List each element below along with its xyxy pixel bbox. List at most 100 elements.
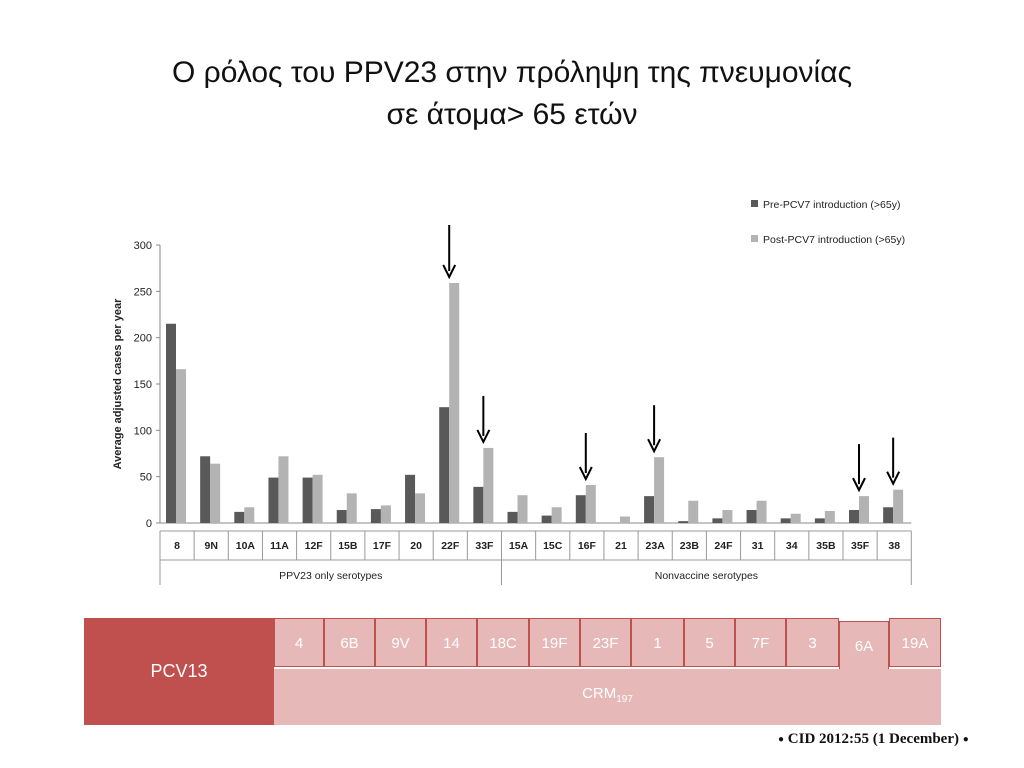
citation: ● CID 2012:55 (1 December) ● bbox=[778, 731, 969, 748]
bar-post-pcv7 bbox=[244, 507, 255, 523]
category-label: 33F bbox=[475, 540, 494, 552]
carrier-subscript: 197 bbox=[616, 694, 633, 705]
bar-pre-pcv7 bbox=[814, 518, 825, 523]
arrow-icon bbox=[578, 466, 593, 482]
bar-pre-pcv7 bbox=[780, 518, 791, 523]
category-label: 15A bbox=[509, 540, 529, 552]
serotype-cell: 18C bbox=[477, 618, 529, 667]
category-label: 35B bbox=[816, 540, 836, 552]
serotype-cell: 9V bbox=[375, 618, 426, 667]
group-label: Nonvaccine serotypes bbox=[655, 570, 758, 582]
arrow-icon bbox=[476, 429, 491, 445]
category-label: 10A bbox=[236, 540, 256, 552]
bar-pre-pcv7 bbox=[439, 407, 450, 523]
serotype-cell: 19F bbox=[529, 618, 580, 667]
bar-pre-pcv7 bbox=[644, 496, 655, 523]
y-tick-label: 100 bbox=[134, 425, 152, 437]
category-label: 31 bbox=[752, 540, 764, 552]
serotype-cell: 6A bbox=[839, 621, 889, 670]
category-label: 9N bbox=[205, 540, 218, 552]
bar-post-pcv7 bbox=[176, 369, 186, 523]
bar-post-pcv7 bbox=[483, 447, 494, 523]
bar-post-pcv7 bbox=[619, 516, 630, 523]
bar-post-pcv7 bbox=[312, 474, 323, 523]
category-label: 22F bbox=[441, 540, 460, 552]
bar-pre-pcv7 bbox=[405, 474, 416, 523]
serotype-cell: 4 bbox=[274, 618, 324, 667]
category-label: 38 bbox=[888, 540, 900, 552]
group-label: PPV23 only serotypes bbox=[279, 570, 382, 582]
category-label: 12F bbox=[305, 540, 324, 552]
bar-pre-pcv7 bbox=[473, 486, 484, 523]
bar-post-pcv7 bbox=[415, 493, 426, 523]
bar-pre-pcv7 bbox=[678, 521, 689, 523]
y-tick-label: 0 bbox=[146, 518, 152, 530]
y-axis-title: Average adjusted cases per year bbox=[112, 298, 124, 470]
category-label: 34 bbox=[786, 540, 798, 552]
slide-title: Ο ρόλος του PPV23 στην πρόληψη της πνευμ… bbox=[0, 52, 1024, 136]
bar-post-pcv7 bbox=[380, 505, 391, 523]
bar-post-pcv7 bbox=[551, 507, 562, 523]
bar-pre-pcv7 bbox=[302, 477, 313, 523]
y-tick-label: 150 bbox=[134, 379, 152, 391]
category-label: 23A bbox=[646, 540, 666, 552]
bar-post-pcv7 bbox=[210, 463, 221, 523]
bar-post-pcv7 bbox=[824, 510, 835, 523]
category-label: 15C bbox=[543, 540, 563, 552]
bar-post-pcv7 bbox=[756, 500, 767, 523]
category-label: 35F bbox=[851, 540, 870, 552]
bar-pre-pcv7 bbox=[849, 510, 859, 523]
y-tick-label: 200 bbox=[134, 333, 152, 345]
y-tick-label: 300 bbox=[134, 240, 152, 252]
bar-pre-pcv7 bbox=[336, 510, 347, 523]
legend-swatch bbox=[751, 235, 758, 242]
title-line-2: σε άτομα> 65 ετών bbox=[386, 98, 638, 131]
category-label: 24F bbox=[714, 540, 733, 552]
title-line-1: Ο ρόλος του PPV23 στην πρόληψη της πνευμ… bbox=[171, 56, 853, 89]
category-label: 15B bbox=[338, 540, 358, 552]
bar-pre-pcv7 bbox=[234, 511, 245, 523]
bar-pre-pcv7 bbox=[507, 511, 518, 523]
bar-post-pcv7 bbox=[790, 513, 801, 523]
bar-pre-pcv7 bbox=[200, 456, 211, 523]
bar-post-pcv7 bbox=[722, 510, 733, 523]
bar-pre-pcv7 bbox=[370, 509, 381, 523]
bar-post-pcv7 bbox=[654, 457, 665, 523]
serotype-cell: 23F bbox=[580, 618, 631, 667]
bar-pre-pcv7 bbox=[166, 323, 176, 523]
serotype-cell: 14 bbox=[426, 618, 477, 667]
pcv13-table: PCV13 4 6B 9V 14 18C 19F 23F 1 5 7F 3 6A 19A CRM197 bbox=[84, 618, 941, 725]
category-label: 17F bbox=[373, 540, 392, 552]
bar-pre-pcv7 bbox=[746, 510, 757, 523]
category-label: 21 bbox=[615, 540, 627, 552]
serotype-cell: 5 bbox=[684, 618, 735, 667]
citation-text: CID 2012:55 (1 December) bbox=[787, 731, 959, 747]
bullet-icon: ● bbox=[778, 734, 785, 746]
legend-swatch bbox=[751, 200, 758, 207]
bar-post-pcv7 bbox=[688, 500, 699, 523]
bar-post-pcv7 bbox=[585, 485, 596, 523]
category-label: 16F bbox=[578, 540, 597, 552]
legend-label: Post-PCV7 introduction (>65y) bbox=[763, 234, 905, 246]
arrow-icon bbox=[852, 477, 866, 493]
carrier-protein-bar: CRM197 bbox=[274, 669, 941, 725]
arrow-icon bbox=[442, 264, 457, 280]
bar-pre-pcv7 bbox=[883, 507, 894, 523]
category-label: 23B bbox=[680, 540, 700, 552]
carrier-name: CRM bbox=[582, 685, 617, 702]
serotype-cell: 1 bbox=[631, 618, 684, 667]
bullet-icon: ● bbox=[962, 734, 969, 746]
serotype-cell: 7F bbox=[735, 618, 786, 667]
bar-pre-pcv7 bbox=[541, 515, 552, 523]
legend-label: Pre-PCV7 introduction (>65y) bbox=[763, 199, 900, 211]
y-tick-label: 250 bbox=[134, 286, 152, 298]
serotype-cell: 6B bbox=[324, 618, 375, 667]
arrow-icon bbox=[886, 471, 901, 486]
arrow-icon bbox=[647, 438, 661, 454]
bar-post-pcv7 bbox=[449, 282, 460, 523]
pcv13-label: PCV13 bbox=[84, 618, 274, 725]
category-label: 8 bbox=[174, 540, 180, 552]
category-label: 11A bbox=[270, 540, 289, 552]
bar-post-pcv7 bbox=[517, 495, 528, 523]
